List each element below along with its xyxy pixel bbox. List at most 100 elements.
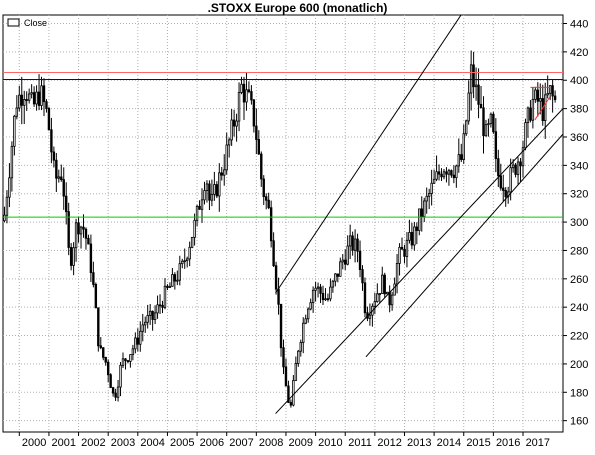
candle-up (509, 167, 512, 193)
candle-down (502, 187, 505, 191)
candle-down (94, 284, 98, 309)
candle-up (516, 161, 520, 175)
candle-up (121, 358, 125, 366)
candle-down (553, 95, 557, 101)
candle-up (423, 200, 426, 218)
candle-up (35, 91, 38, 105)
trend-line (275, 15, 462, 294)
candle-down (277, 288, 280, 305)
candle-down (282, 347, 285, 368)
candle-down (20, 94, 23, 106)
candle-down (255, 125, 258, 140)
candle-down (272, 240, 275, 267)
candle-up (72, 247, 75, 266)
candle-down (265, 196, 268, 201)
candle-down (260, 153, 263, 180)
candle-up (57, 176, 61, 179)
candle-up (390, 294, 394, 306)
candle-down (102, 347, 105, 358)
x-tick-label: 2012 (377, 437, 401, 449)
candle-up (225, 144, 228, 171)
candle-up (74, 222, 78, 249)
candle-up (385, 291, 389, 295)
candle-down (497, 158, 500, 177)
candle-up (457, 154, 461, 167)
chart-title: .STOXX Europe 600 (monatlich) (207, 1, 388, 15)
candle-down (50, 129, 53, 153)
trend-line (275, 108, 563, 414)
candle-down (97, 307, 100, 347)
candle-up (129, 354, 132, 362)
candle-down (166, 285, 169, 288)
candle-down (84, 228, 88, 239)
candle-up (334, 273, 337, 282)
candle-up (40, 85, 43, 106)
candle-down (161, 304, 164, 308)
candle-up (213, 184, 216, 195)
candle-down (289, 402, 293, 406)
candle-up (346, 245, 349, 265)
candle-up (235, 120, 238, 127)
candle-down (250, 91, 253, 101)
y-tick-label: 440 (570, 19, 588, 31)
candle-up (79, 226, 83, 235)
x-tick-label: 2016 (496, 437, 520, 449)
candle-up (393, 283, 396, 296)
candle-up (30, 92, 33, 95)
candle-down (87, 237, 90, 245)
candle-down (106, 361, 110, 376)
candle-up (548, 85, 552, 94)
candle-up (302, 322, 305, 343)
candle-down (415, 226, 419, 231)
candle-down (208, 183, 211, 201)
candle-up (168, 285, 172, 288)
candle-down (321, 292, 325, 301)
candle-up (381, 274, 384, 294)
candle-down (351, 235, 354, 251)
candle-down (410, 232, 414, 246)
x-tick-label: 2017 (526, 437, 550, 449)
candle-down (287, 385, 290, 403)
candle-up (223, 169, 226, 176)
candle-up (148, 310, 152, 316)
candle-down (252, 99, 256, 127)
candle-up (474, 84, 478, 88)
candle-down (262, 178, 265, 198)
candle-up (18, 94, 21, 109)
candle-up (339, 261, 342, 277)
candle-up (139, 330, 142, 345)
y-tick-label: 360 (570, 132, 588, 144)
candle-up (299, 342, 302, 352)
candle-down (482, 107, 485, 137)
candle-up (418, 208, 421, 231)
candle-down (62, 179, 65, 197)
candle-up (240, 83, 243, 93)
candle-down (479, 103, 483, 109)
candle-down (114, 392, 117, 398)
candle-up (163, 285, 167, 308)
candle-up (134, 337, 137, 350)
candle-up (306, 308, 310, 320)
candle-down (536, 89, 540, 102)
candle-down (32, 92, 36, 105)
x-tick-label: 2002 (81, 437, 105, 449)
candle-up (146, 315, 149, 323)
candle-up (297, 350, 300, 364)
candle-up (521, 147, 525, 167)
candle-up (489, 113, 493, 125)
candle-down (77, 222, 80, 235)
candle-up (368, 314, 372, 319)
candle-up (427, 193, 431, 197)
candle-up (200, 199, 204, 210)
candle-up (341, 259, 344, 263)
candle-up (447, 170, 451, 175)
y-tick-label: 300 (570, 217, 588, 229)
candle-down (336, 273, 340, 277)
candle-up (526, 107, 530, 124)
candle-up (183, 260, 186, 263)
candle-up (304, 318, 307, 324)
candle-down (37, 91, 41, 106)
candle-up (23, 99, 26, 106)
candle-up (484, 124, 488, 137)
